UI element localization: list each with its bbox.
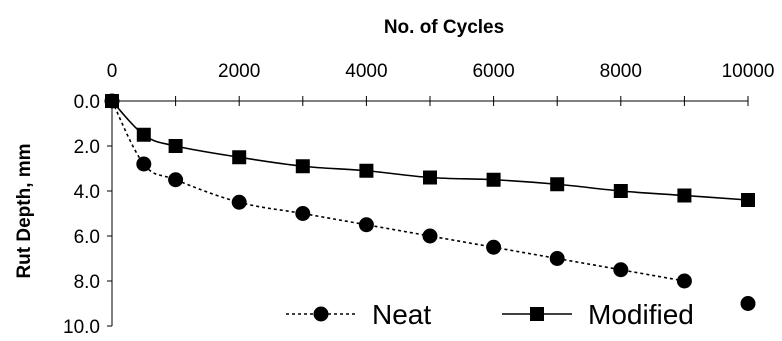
data-point-modified — [677, 188, 692, 203]
y-tick-label: 0.0 — [74, 92, 100, 113]
data-point-neat — [295, 206, 311, 221]
data-point-neat — [740, 296, 756, 311]
legend-marker-neat — [313, 306, 329, 322]
y-tick-label: 2.0 — [74, 137, 100, 158]
x-tick-label: 8000 — [600, 61, 642, 82]
x-tick-label: 4000 — [345, 61, 387, 82]
legend: Neat Modified — [276, 292, 722, 336]
x-tick-label: 2000 — [218, 61, 260, 82]
chart-title: No. of Cycles — [384, 17, 504, 38]
data-point-modified — [741, 193, 755, 207]
data-point-neat — [486, 239, 502, 255]
series-line-neat — [111, 100, 685, 282]
x-tick-label: 0 — [107, 61, 118, 82]
series-line-modified — [111, 100, 749, 201]
data-point-modified — [168, 139, 183, 153]
legend-background — [276, 292, 722, 336]
y-tick-label: 6.0 — [74, 227, 100, 248]
data-point-modified — [359, 163, 374, 178]
data-point-modified — [550, 177, 565, 192]
data-point-neat — [676, 273, 692, 289]
data-point-modified — [232, 150, 247, 165]
data-point-neat — [168, 172, 184, 188]
x-tick-label: 6000 — [472, 61, 514, 82]
data-point-neat — [231, 194, 247, 210]
data-point-neat — [613, 262, 629, 278]
data-point-neat — [422, 228, 438, 244]
legend-label-neat: Neat — [372, 299, 431, 330]
y-axis-label: Rut Depth, mm — [14, 143, 35, 278]
data-point-modified — [136, 127, 151, 142]
y-tick-label: 4.0 — [74, 182, 100, 203]
series-layer — [104, 93, 756, 311]
x-tick-label: 10000 — [722, 61, 775, 82]
data-point-modified — [295, 159, 310, 174]
data-point-modified — [486, 172, 501, 187]
data-point-modified — [423, 170, 437, 185]
x-ticks: 0 2000 4000 6000 8000 10000 — [107, 61, 775, 106]
y-tick-label: 10.0 — [63, 317, 100, 338]
legend-label-modified: Modified — [588, 299, 694, 330]
data-point-modified — [105, 94, 119, 108]
legend-item-modified: Modified — [502, 299, 694, 330]
data-point-neat — [358, 217, 374, 233]
data-point-neat — [136, 156, 152, 172]
data-point-modified — [613, 184, 628, 198]
y-tick-label: 8.0 — [74, 272, 100, 293]
legend-marker-modified — [530, 307, 544, 321]
y-ticks: 0.0 2.0 4.0 6.0 8.0 10.0 — [63, 92, 112, 338]
data-point-neat — [549, 251, 565, 266]
legend-item-neat: Neat — [286, 299, 431, 330]
